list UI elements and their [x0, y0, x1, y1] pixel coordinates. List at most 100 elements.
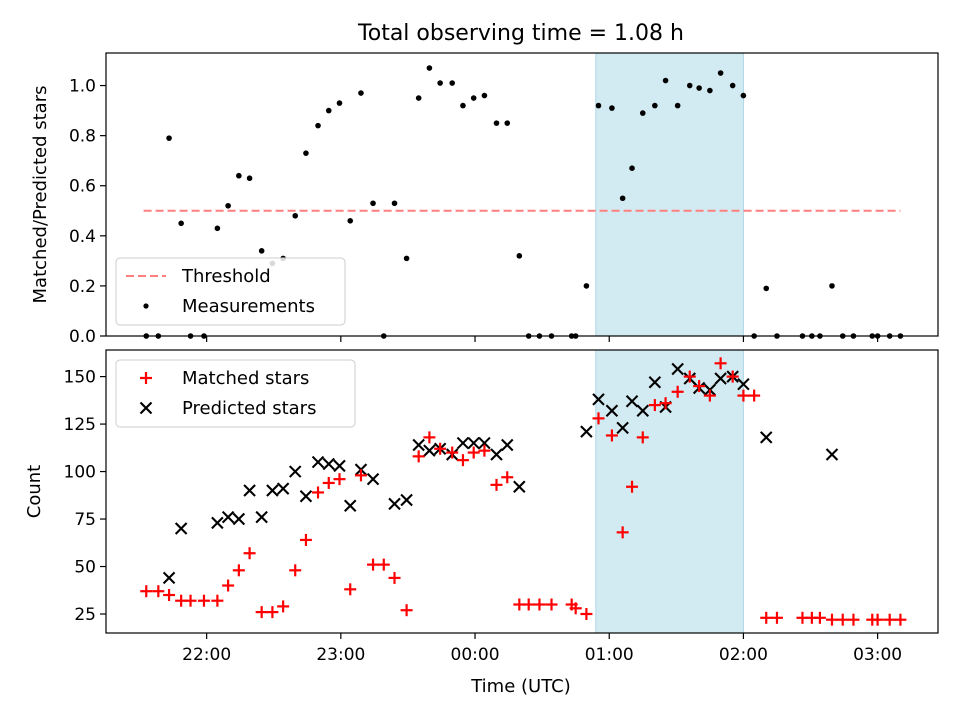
axes-frame-bottom [105, 349, 939, 634]
y-ticks-bottom: 25 50 75 100 125 150 [64, 368, 106, 625]
predicted-star-point [255, 510, 268, 524]
measurement-point [315, 122, 321, 129]
predicted-star-point [478, 436, 491, 450]
xtick-label: 00:00 [451, 645, 500, 665]
measurement-point [166, 135, 172, 141]
measurement-point [258, 248, 265, 254]
measurement-points [143, 65, 904, 339]
legend-box-bottom [115, 359, 356, 428]
predicted-star-point [714, 372, 727, 385]
measurement-point [662, 77, 669, 84]
measurement-point [740, 92, 747, 99]
measurement-point [449, 80, 456, 86]
xtick-label: 02:00 [719, 645, 768, 665]
measurement-point [426, 65, 433, 71]
measurement-point [246, 175, 253, 182]
predicted-star-point [605, 404, 619, 418]
measurement-point [619, 195, 626, 202]
bottom-ytick-label: 100 [64, 463, 96, 483]
predicted-star-point [288, 465, 302, 478]
x-ticks-bottom: 22:00 23:00 00:00 01:00 02:00 03:00 [182, 633, 902, 665]
predicted-stars-points [162, 362, 839, 585]
measurement-point [370, 200, 376, 207]
legend-bottom: Matched stars Predicted stars [115, 359, 356, 428]
measurement-point [460, 102, 466, 109]
predicted-star-point [276, 482, 290, 495]
top-ytick-label: 0.8 [69, 127, 96, 147]
y-axis-label-top: Matched/Predicted stars [30, 86, 51, 304]
measurement-point [639, 110, 646, 116]
predicted-star-point [513, 480, 526, 493]
predicted-star-point [266, 484, 279, 497]
measurement-point [347, 217, 354, 224]
predicted-star-point [616, 421, 629, 435]
measurement-point [292, 212, 299, 219]
measurement-point [358, 90, 364, 96]
top-ytick-label: 0.2 [69, 277, 96, 297]
measurement-point [470, 95, 477, 101]
measurement-point [225, 202, 231, 209]
predicted-star-point [388, 497, 401, 511]
highlight-band-top [595, 52, 744, 337]
y-ticks-top: 0.0 0.2 0.4 0.6 0.8 1.0 [69, 77, 106, 347]
measurement-point [686, 82, 693, 89]
predicted-star-point [211, 516, 224, 530]
measurement-point [763, 285, 770, 292]
legend-measurements-swatch [143, 303, 149, 309]
measurement-point [236, 172, 242, 179]
legend-predicted-label: Predicted stars [182, 398, 316, 419]
measurement-point [325, 107, 332, 114]
measurement-point [415, 95, 422, 101]
measurement-point [829, 283, 835, 289]
x-ticks-top [206, 336, 879, 342]
axes-frame-top [105, 52, 939, 337]
bottom-ytick-label: 25 [74, 605, 96, 625]
top-ytick-label: 1.0 [69, 77, 96, 97]
measurement-point [674, 102, 681, 109]
measurement-point [583, 283, 590, 289]
bottom-ytick-label: 50 [74, 558, 96, 578]
legend-measurements-label: Measurements [182, 296, 315, 317]
measurement-point [516, 253, 523, 259]
predicted-star-point [759, 431, 773, 444]
measurement-point [504, 120, 511, 126]
predicted-star-point [737, 377, 750, 391]
legend-x-mark [139, 401, 153, 415]
measurement-point [609, 105, 615, 111]
predicted-star-point [580, 425, 593, 438]
predicted-star-point [322, 457, 336, 471]
bottom-ytick-label: 150 [64, 368, 96, 388]
measurement-point [696, 85, 702, 91]
measurement-point [493, 120, 500, 126]
highlight-band-bottom [595, 349, 744, 634]
bottom-ytick-label: 75 [74, 510, 96, 530]
figure-title: Total observing time = 1.08 h [357, 21, 684, 46]
predicted-star-point [174, 522, 188, 535]
predicted-star-point [423, 444, 436, 457]
measurement-point [652, 102, 658, 109]
predicted-star-point [366, 472, 380, 486]
measurement-point [403, 255, 410, 262]
predicted-star-point [400, 493, 413, 507]
predicted-star-point [671, 362, 684, 376]
xtick-label: 03:00 [853, 645, 902, 665]
measurement-point [707, 87, 713, 94]
y-axis-label-bottom: Count [24, 465, 45, 518]
predicted-star-point [467, 436, 480, 450]
predicted-star-point [490, 448, 503, 461]
predicted-star-point [162, 571, 176, 585]
measurement-point [391, 200, 398, 207]
x-axis-label: Time (UTC) [470, 676, 571, 697]
top-ytick-label: 0.0 [69, 327, 96, 347]
predicted-star-point [412, 438, 425, 452]
legend-matched-swatch [140, 372, 152, 384]
top-ytick-label: 0.4 [69, 227, 96, 247]
predicted-star-point [592, 393, 605, 406]
ratio-panel: 0.0 0.2 0.4 0.6 0.8 1.0 Matched/Predicted sta… [30, 52, 939, 347]
predicted-star-point [500, 438, 514, 452]
predicted-star-point [343, 499, 357, 512]
predicted-star-point [232, 512, 246, 526]
predicted-star-point [299, 490, 313, 503]
measurement-point [595, 102, 602, 109]
xtick-label: 01:00 [585, 645, 634, 665]
